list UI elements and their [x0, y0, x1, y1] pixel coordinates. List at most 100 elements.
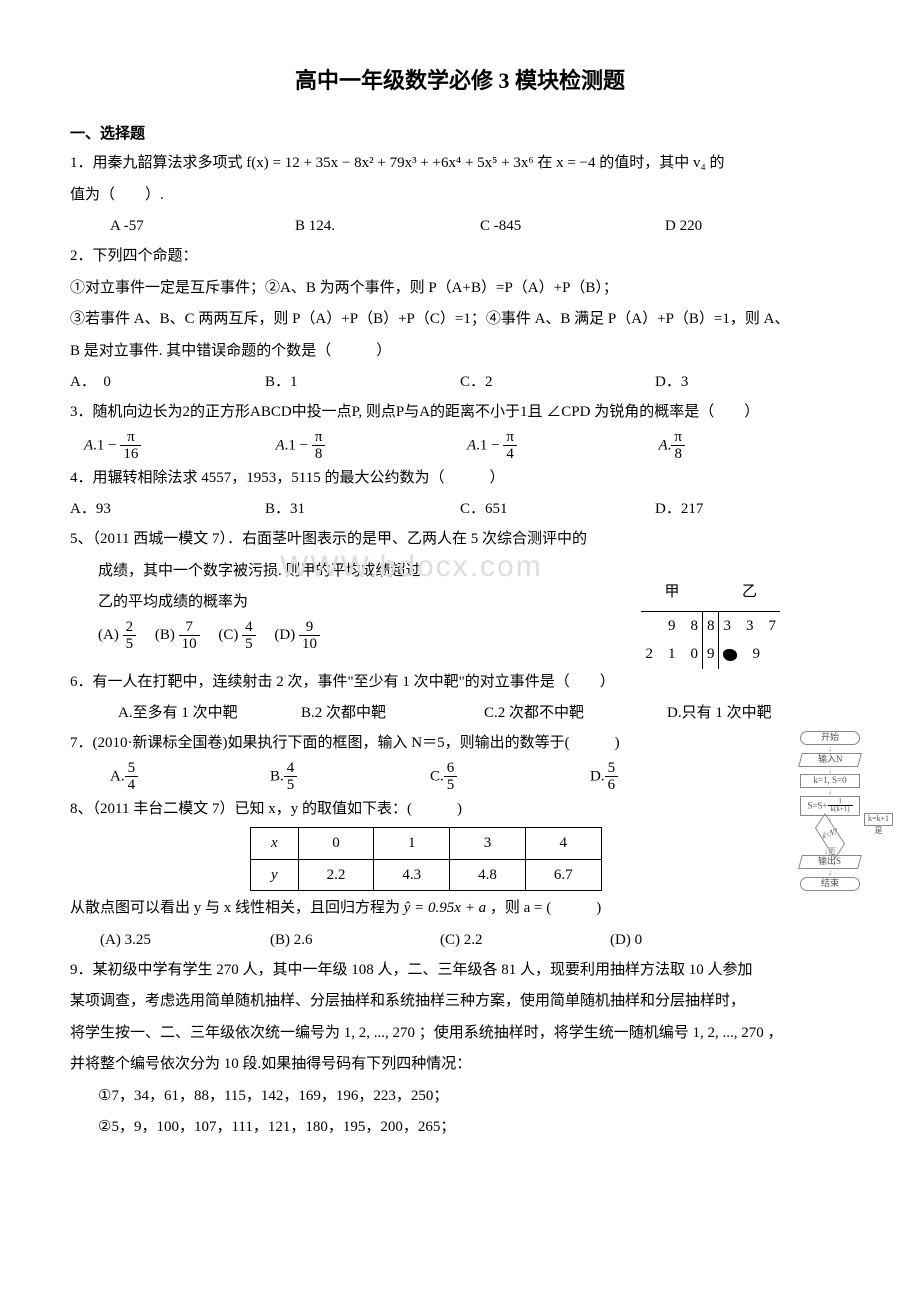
- q5c-lbl: (C): [218, 627, 238, 643]
- t-x2: 3: [450, 828, 526, 860]
- q4-opt-a: A．93: [70, 494, 265, 524]
- fc-start: 开始: [800, 731, 860, 745]
- t-y1: 4.3: [374, 859, 450, 891]
- q7-opt-b: B.45: [270, 760, 430, 794]
- q5d-lbl: (D): [274, 627, 295, 643]
- t-y0: 2.2: [298, 859, 374, 891]
- t-x1: 1: [374, 828, 450, 860]
- sl-r2-r: 9: [719, 640, 780, 669]
- ink-blot-icon: [723, 649, 737, 661]
- q5c-n: 4: [242, 619, 256, 637]
- q8-table: x 0 1 3 4 y 2.2 4.3 4.8 6.7: [250, 827, 602, 891]
- q5b-n: 7: [179, 619, 200, 637]
- q5-opt-c: (C) 45: [218, 627, 255, 643]
- q5a-lbl: (A): [98, 627, 119, 643]
- fc-cond-txt: k<N?: [813, 824, 846, 845]
- q5a-d: 5: [123, 636, 137, 653]
- q3-options: A.1 − π16 A.1 − π8 A.1 − π4 A.π8: [70, 429, 850, 463]
- fc-init: k=1, S=0: [800, 774, 860, 788]
- q3a-den: 16: [120, 446, 141, 463]
- t-y2: 4.8: [450, 859, 526, 891]
- q2-opt-c: C．2: [460, 367, 655, 397]
- fc-out-txt: 输出S: [818, 857, 841, 867]
- q1-text2: 值为（ ）.: [70, 180, 850, 212]
- arrow-icon: ↓: [800, 746, 860, 752]
- t-xlbl: x: [251, 828, 299, 860]
- q5c-d: 5: [242, 636, 256, 653]
- q2-l2: ①对立事件一定是互斥事件；②A、B 为两个事件，则 P（A+B）=P（A）+P（…: [70, 273, 850, 305]
- q3c-num: π: [503, 429, 517, 447]
- q5d-d: 10: [299, 636, 320, 653]
- q4-opt-b: B．31: [265, 494, 460, 524]
- sl-r1-l: 9 8: [641, 611, 702, 640]
- q5d-n: 9: [299, 619, 320, 637]
- fc-output: 输出S: [798, 855, 862, 869]
- q3-opt-d: A.π8: [659, 429, 851, 463]
- q3-opt-b: A.1 − π8: [276, 429, 468, 463]
- q3-text: 3．随机向边长为2的正方形ABCD中投一点P, 则点P与A的距离不小于1且 ∠C…: [70, 397, 850, 429]
- q1-opt-a: A -57: [110, 211, 295, 241]
- q2-l1: 2．下列四个命题：: [70, 241, 850, 273]
- q2-options: A． 0 B．1 C．2 D．3: [70, 367, 850, 397]
- q8-text2: 从散点图可以看出 y 与 x 线性相关，且回归方程为 ŷ = 0.95x + a…: [70, 893, 850, 925]
- q4-opt-d: D．217: [655, 494, 850, 524]
- q9-l3: 将学生按一、二、三年级依次统一编号为 1, 2, ..., 270 ；使用系统抽…: [70, 1018, 850, 1050]
- q5-block: WWW.bdocx.com 5、（2011 西城一模文 7）．右面茎叶图表示的是…: [70, 524, 850, 653]
- fc-yes: 是: [864, 827, 893, 836]
- q7-text: 7．(2010·新课标全国卷)如果执行下面的框图，输入 N＝5，则输出的数等于(…: [70, 728, 850, 760]
- q5-opt-a: (A) 25: [98, 627, 136, 643]
- q7d-lbl: D.: [590, 768, 605, 784]
- q7c-n: 6: [444, 760, 458, 778]
- fc-s-lbl: S=S+: [807, 800, 827, 810]
- sl-hdr-l: 甲: [641, 578, 702, 611]
- q5b-d: 10: [179, 636, 200, 653]
- table-row: y 2.2 4.3 4.8 6.7: [251, 859, 602, 891]
- stem-leaf-plot: 甲乙 9 883 3 7 2 1 09 9: [641, 578, 780, 669]
- q3b-num: π: [312, 429, 326, 447]
- q7-block: 7．(2010·新课标全国卷)如果执行下面的框图，输入 N＝5，则输出的数等于(…: [70, 728, 850, 955]
- q6-text: 6．有一人在打靶中，连续射击 2 次，事件"至少有 1 次中靶"的对立事件是（ …: [70, 667, 850, 699]
- fc-fd: k(k+1): [828, 806, 853, 814]
- q7a-n: 5: [125, 760, 139, 778]
- q7-opt-a: A.54: [110, 760, 270, 794]
- arrow-icon: ↓: [800, 870, 860, 876]
- q8-eq: ŷ = 0.95x + a: [404, 900, 486, 916]
- q8-opt-b: (B) 2.6: [270, 925, 440, 955]
- q9-l1: 9．某初级中学有学生 270 人，其中一年级 108 人，二、三年级各 81 人…: [70, 955, 850, 987]
- fc-end: 结束: [800, 877, 860, 891]
- fc-input: 输入N: [798, 753, 862, 767]
- q1-options: A -57 B 124. C -845 D 220: [70, 211, 850, 241]
- q8-opt-a: (A) 3.25: [100, 925, 270, 955]
- fc-side-branch: k=k+1 是: [864, 812, 893, 836]
- q5a-n: 2: [123, 619, 137, 637]
- sl-r2-l: 2 1 0: [641, 640, 702, 669]
- q6-opt-d: D.只有 1 次中靶: [667, 698, 850, 728]
- q7-opt-d: D.56: [590, 760, 750, 794]
- q7-options: A.54 B.45 C.65 D.56: [70, 760, 750, 794]
- section-heading: 一、选择题: [70, 120, 850, 149]
- arrow-icon: ↓: [800, 768, 860, 774]
- q9-l6: ②5，9，100，107，111，121，180，195，200，265；: [70, 1112, 850, 1144]
- q3-opt-a: A.1 − π16: [84, 429, 276, 463]
- t-x0: 0: [298, 828, 374, 860]
- sl-r2-m: 9: [702, 640, 719, 669]
- q5-opt-d: (D) 910: [274, 627, 320, 643]
- q8-t2b: ，则 a = ( ): [486, 900, 601, 916]
- q7c-d: 5: [444, 777, 458, 794]
- q2-l3: ③若事件 A、B、C 两两互斥，则 P（A）+P（B）+P（C）=1；④事件 A…: [70, 304, 850, 336]
- arrow-icon: ↓: [800, 789, 860, 795]
- q1-opt-c: C -845: [480, 211, 665, 241]
- sl-hdr-m: [702, 578, 719, 611]
- q2-opt-b: B．1: [265, 367, 460, 397]
- q4-opt-c: C．651: [460, 494, 655, 524]
- q7b-d: 5: [284, 777, 298, 794]
- q1-line1: 1．用秦九韶算法求多项式 f(x) = 12 + 35x − 8x² + 79x…: [70, 155, 725, 171]
- q7a-lbl: A.: [110, 768, 125, 784]
- fc-sum: S=S+1k(k+1): [800, 796, 860, 816]
- q7-opt-c: C.65: [430, 760, 590, 794]
- sl-r1-r: 3 3 7: [719, 611, 780, 640]
- sl-r1-m: 8: [702, 611, 719, 640]
- q2-l4: B 是对立事件. 其中错误命题的个数是（ ）: [70, 336, 850, 368]
- q9-l2: 某项调查，考虑选用简单随机抽样、分层抽样和系统抽样三种方案，使用简单随机抽样和分…: [70, 986, 850, 1018]
- flowchart: 开始 ↓ 输入N ↓ k=1, S=0 ↓ S=S+1k(k+1) ↓ k<N?…: [800, 730, 860, 891]
